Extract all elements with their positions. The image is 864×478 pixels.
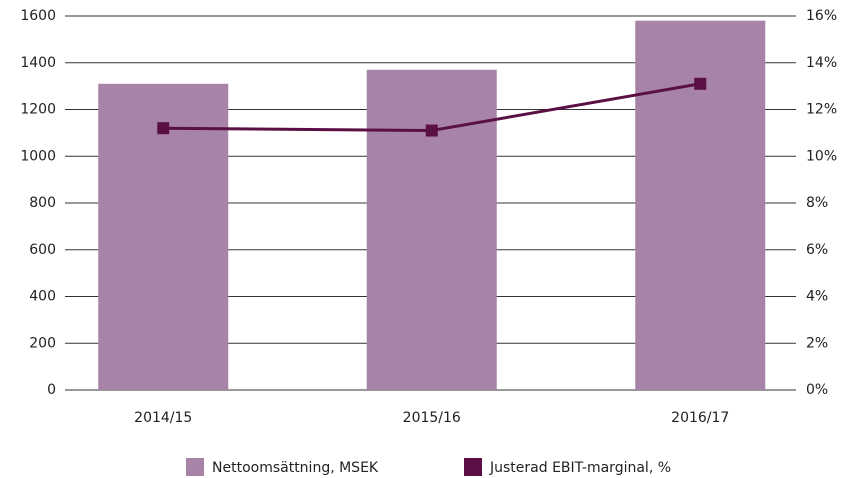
bar [98, 83, 229, 390]
x-tick-label: 2016/17 [671, 410, 729, 426]
y-tick-label: 0 [47, 382, 56, 398]
y2-tick-label: 16% [806, 8, 837, 24]
y2-tick-label: 4% [806, 289, 828, 305]
bar [366, 69, 497, 390]
legend-label: Justerad EBIT-marginal, % [489, 460, 671, 476]
y2-tick-label: 0% [806, 382, 828, 398]
x-tick-label: 2015/16 [403, 410, 461, 426]
y2-tick-label: 6% [806, 242, 828, 258]
y2-tick-label: 12% [806, 102, 837, 118]
y2-tick-label: 14% [806, 55, 837, 71]
y2-tick-label: 2% [806, 335, 828, 351]
y-tick-label: 800 [29, 195, 56, 211]
marker [694, 77, 707, 90]
y-tick-label: 1400 [20, 55, 56, 71]
marker [425, 124, 438, 137]
legend-swatch [186, 458, 204, 476]
y-tick-label: 1600 [20, 8, 56, 24]
y-tick-label: 1000 [20, 148, 56, 164]
y-tick-label: 200 [29, 335, 56, 351]
legend-label: Nettoomsättning, MSEK [212, 460, 379, 476]
y-tick-label: 400 [29, 289, 56, 305]
marker [157, 122, 170, 135]
bar [635, 20, 766, 391]
x-tick-label: 2014/15 [134, 410, 192, 426]
y-tick-label: 1200 [20, 102, 56, 118]
y-tick-label: 600 [29, 242, 56, 258]
y2-tick-label: 8% [806, 195, 828, 211]
legend-swatch [464, 458, 482, 476]
y2-tick-label: 10% [806, 148, 837, 164]
